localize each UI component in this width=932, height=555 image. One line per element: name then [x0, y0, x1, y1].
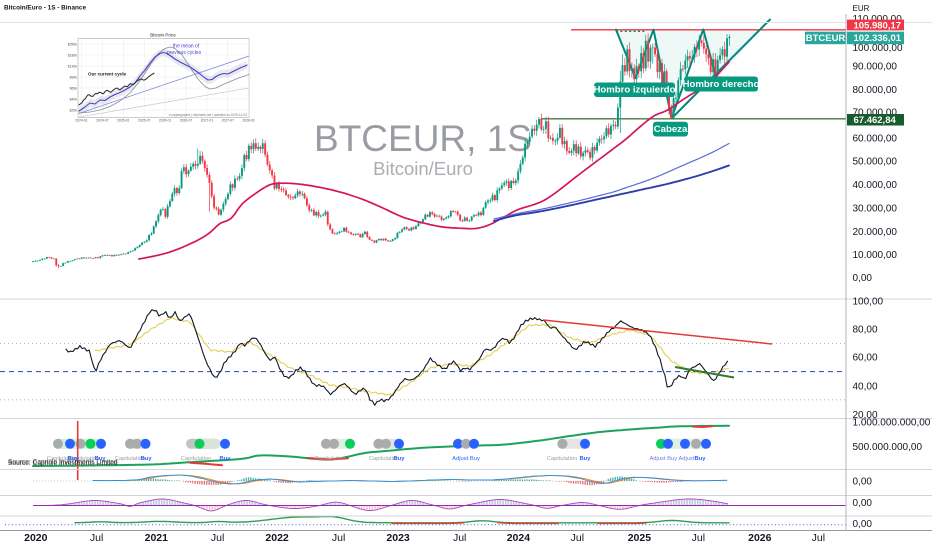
svg-text:Jul: Jul [332, 532, 345, 544]
svg-text:Jul: Jul [211, 532, 224, 544]
svg-text:0,00: 0,00 [853, 498, 873, 509]
svg-text:67.462,84: 67.462,84 [854, 115, 897, 126]
svg-text:2024-01: 2024-01 [75, 119, 88, 123]
svg-text:110.000,00: 110.000,00 [853, 14, 903, 25]
svg-text:0,00: 0,00 [853, 476, 873, 487]
svg-text:2021: 2021 [145, 532, 169, 544]
svg-text:2026-07: 2026-07 [180, 119, 193, 123]
svg-text:Bitcoin/Euro: Bitcoin/Euro [373, 158, 473, 179]
svg-text:$180k: $180k [68, 53, 78, 57]
svg-text:Buy: Buy [141, 456, 153, 462]
svg-text:Jul: Jul [812, 532, 825, 544]
svg-text:70.000,00: 70.000,00 [853, 107, 898, 118]
svg-text:0,00: 0,00 [853, 519, 873, 530]
svg-text:Buy: Buy [95, 456, 107, 462]
svg-text:80.000,00: 80.000,00 [853, 85, 898, 96]
svg-text:Hombro derecho: Hombro derecho [683, 79, 760, 90]
svg-text:$130k: $130k [68, 64, 78, 68]
svg-text:Jul: Jul [692, 532, 705, 544]
svg-text:102.336,01: 102.336,01 [854, 33, 902, 44]
svg-text:2020: 2020 [24, 532, 48, 544]
svg-text:80,00: 80,00 [853, 325, 878, 336]
svg-text:500.000.000,00: 500.000.000,00 [853, 442, 923, 453]
svg-text:2025-01: 2025-01 [117, 119, 130, 123]
svg-text:2024: 2024 [507, 532, 531, 544]
svg-text:Jul: Jul [90, 532, 103, 544]
svg-text:10.000,00: 10.000,00 [853, 250, 898, 261]
svg-text:the mean of: the mean of [173, 44, 200, 50]
svg-text:Bitcoin/Euro - 1S - Binance: Bitcoin/Euro - 1S - Binance [4, 5, 86, 12]
svg-text:Capitulation: Capitulation [547, 456, 578, 462]
svg-text:Cabeza: Cabeza [654, 124, 688, 135]
svg-text:Our current cycle: Our current cycle [88, 72, 126, 77]
svg-text:$60k: $60k [70, 86, 78, 90]
svg-text:BTCEUR: BTCEUR [806, 33, 846, 44]
svg-text:Capitulation: Capitulation [47, 456, 78, 462]
svg-text:2027-07: 2027-07 [222, 119, 235, 123]
svg-text:1.000.000.000,00: 1.000.000.000,00 [853, 418, 931, 429]
svg-text:20.000,00: 20.000,00 [853, 227, 898, 238]
svg-text:40.000,00: 40.000,00 [853, 180, 898, 191]
svg-text:2023: 2023 [386, 532, 410, 544]
svg-text:$90k: $90k [70, 75, 78, 79]
svg-text:EUR: EUR [853, 4, 870, 13]
svg-text:60,00: 60,00 [853, 353, 878, 364]
svg-text:$25k: $25k [70, 108, 78, 112]
svg-text:40,00: 40,00 [853, 382, 878, 393]
svg-text:2026: 2026 [748, 532, 772, 544]
svg-text:previous cycles: previous cycles [167, 50, 202, 56]
svg-text:Bitcoin Price: Bitcoin Price [150, 33, 176, 38]
svg-text:Buy: Buy [220, 456, 232, 462]
svg-text:Capitulation: Capitulation [181, 456, 212, 462]
svg-text:60.000,00: 60.000,00 [853, 134, 898, 145]
svg-text:0,00: 0,00 [853, 273, 873, 284]
svg-text:2025: 2025 [628, 532, 652, 544]
svg-text:BTCEUR, 1S: BTCEUR, 1S [314, 118, 532, 159]
svg-text:2022: 2022 [265, 532, 289, 544]
svg-text:a cryptographix | blkcharts.ne: a cryptographix | blkcharts.net | update… [169, 113, 247, 117]
svg-text:2026-01: 2026-01 [159, 119, 172, 123]
svg-text:100,00: 100,00 [853, 297, 884, 308]
svg-text:Buy: Buy [68, 456, 80, 462]
svg-text:Buy: Buy [580, 456, 592, 462]
svg-text:Capitulation: Capitulation [69, 456, 100, 462]
svg-text:Capitulation: Capitulation [115, 456, 146, 462]
svg-text:2024-07: 2024-07 [96, 119, 109, 123]
svg-text:2027-01: 2027-01 [201, 119, 214, 123]
svg-text:2025-07: 2025-07 [138, 119, 151, 123]
svg-text:Adjust Buy: Adjust Buy [452, 456, 480, 462]
svg-text:20,00: 20,00 [853, 410, 878, 421]
svg-text:Buy: Buy [695, 456, 707, 462]
svg-text:105.980,17: 105.980,17 [854, 20, 902, 31]
svg-text:90.000,00: 90.000,00 [853, 62, 898, 73]
svg-text:Hombro izquierdo: Hombro izquierdo [593, 84, 675, 95]
svg-text:Jul: Jul [571, 532, 584, 544]
svg-text:Source: Capriole Investments L: Source: Capriole Investments Limited [8, 460, 118, 467]
svg-text:100.000,00: 100.000,00 [853, 43, 903, 54]
svg-text:$40k: $40k [70, 97, 78, 101]
svg-text:Source: Capriole Investments L: Source: Capriole Investments Limited [8, 459, 118, 466]
svg-text:50.000,00: 50.000,00 [853, 157, 898, 168]
svg-text:Capitulation: Capitulation [315, 456, 346, 462]
svg-text:$250k: $250k [68, 42, 78, 46]
svg-text:Capitulation: Capitulation [369, 456, 400, 462]
svg-text:Adjust Buy Adjust: Adjust Buy Adjust [649, 456, 695, 462]
svg-text:Jul: Jul [453, 532, 466, 544]
svg-text:30.000,00: 30.000,00 [853, 203, 898, 214]
svg-text:Buy: Buy [394, 456, 406, 462]
svg-text:2028-01: 2028-01 [242, 119, 255, 123]
